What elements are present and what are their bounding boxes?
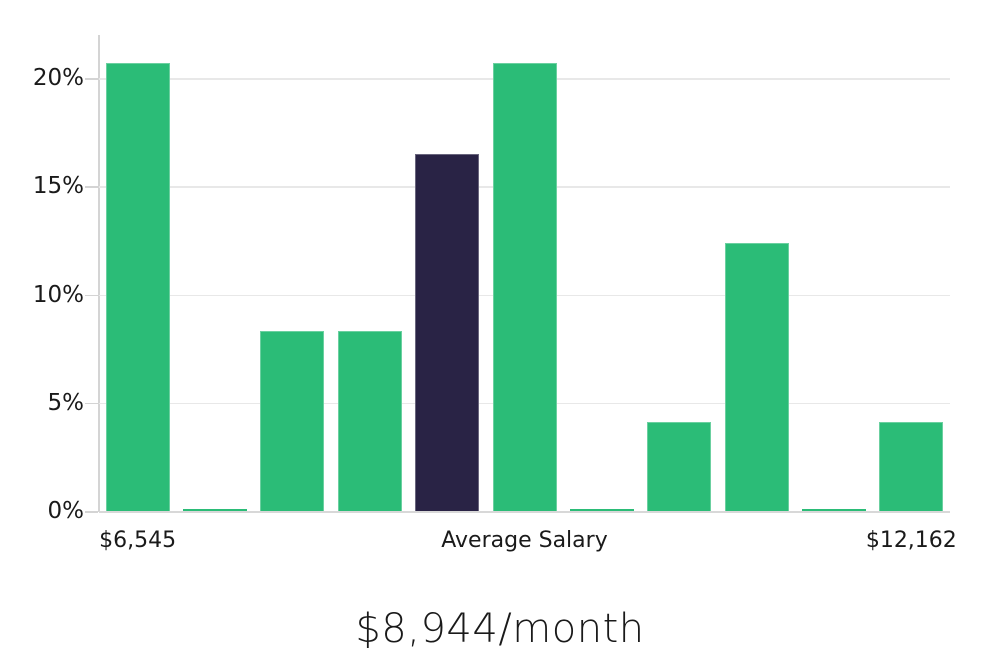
average-salary-bar (415, 154, 480, 511)
y-tick-mark (85, 294, 98, 297)
distribution-bar (492, 63, 557, 511)
y-tick-mark (85, 511, 98, 513)
y-tick-label: 10% (32, 281, 84, 308)
distribution-bar (569, 508, 634, 511)
distribution-bar (647, 422, 712, 511)
y-tick-label: 5% (47, 389, 85, 416)
y-tick-mark (85, 402, 98, 405)
average-salary-amount-title: $8,944/month (355, 606, 645, 652)
distribution-bar (105, 63, 170, 511)
distribution-bar (801, 508, 866, 511)
distribution-bar (260, 331, 325, 511)
x-axis-spine (99, 511, 950, 513)
y-tick-label: 15% (32, 173, 84, 200)
distribution-bar (724, 242, 789, 511)
bars-layer (99, 35, 950, 511)
x-tick-label: $6,545 (99, 528, 177, 553)
plot-area (99, 35, 950, 511)
x-tick-label: $12,162 (865, 528, 957, 553)
distribution-bar (183, 508, 248, 511)
y-tick-mark (85, 78, 98, 80)
y-tick-label: 0% (47, 498, 85, 524)
distribution-bar (337, 331, 402, 511)
distribution-bar (879, 422, 944, 511)
y-tick-mark (85, 186, 98, 188)
y-axis: 0% 5% 10% 15% 20% (0, 35, 98, 524)
x-axis: $6,545 Average Salary $12,162 (99, 527, 957, 557)
y-tick-label: 20% (32, 65, 84, 92)
y-axis-spine (98, 35, 100, 512)
x-tick-label: Average Salary (441, 528, 608, 553)
